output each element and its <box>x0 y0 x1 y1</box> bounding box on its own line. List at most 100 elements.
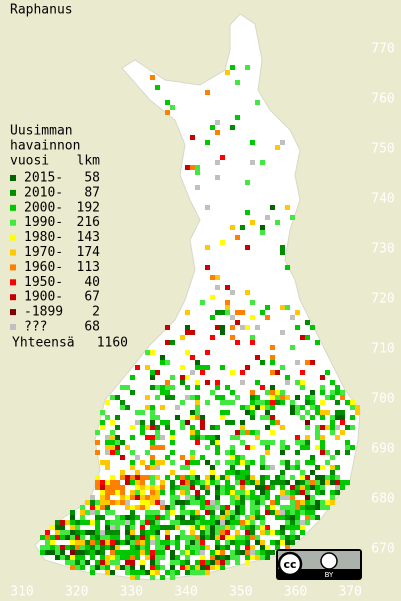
observation-square <box>260 310 265 315</box>
observation-square <box>230 390 235 395</box>
observation-square <box>250 555 255 560</box>
observation-square <box>215 175 220 180</box>
observation-square <box>315 485 320 490</box>
observation-square <box>70 540 75 545</box>
observation-square <box>285 520 290 525</box>
observation-square <box>235 555 240 560</box>
observation-square <box>160 525 165 530</box>
legend-total-label: Yhteensä <box>12 336 75 351</box>
observation-square <box>305 395 310 400</box>
observation-square <box>125 530 130 535</box>
observation-square <box>280 250 285 255</box>
observation-square <box>245 550 250 555</box>
observation-square <box>190 530 195 535</box>
observation-square <box>125 500 130 505</box>
observation-square <box>235 395 240 400</box>
observation-square <box>190 425 195 430</box>
observation-square <box>270 390 275 395</box>
observation-square <box>220 560 225 565</box>
observation-square <box>165 420 170 425</box>
observation-square <box>235 235 240 240</box>
observation-square <box>105 560 110 565</box>
observation-square <box>220 240 225 245</box>
legend-count: 87 <box>84 185 100 200</box>
observation-square <box>125 560 130 565</box>
observation-square <box>190 450 195 455</box>
observation-square <box>240 525 245 530</box>
observation-square <box>140 570 145 575</box>
observation-square <box>270 205 275 210</box>
observation-square <box>180 535 185 540</box>
observation-square <box>215 540 220 545</box>
observation-square <box>215 380 220 385</box>
observation-square <box>155 495 160 500</box>
observation-square <box>130 530 135 535</box>
legend-heading: vuosi <box>10 154 49 169</box>
observation-square <box>105 445 110 450</box>
observation-square <box>150 520 155 525</box>
observation-square <box>140 425 145 430</box>
observation-square <box>255 325 260 330</box>
observation-square <box>235 520 240 525</box>
observation-square <box>120 490 125 495</box>
observation-square <box>255 515 260 520</box>
observation-square <box>60 535 65 540</box>
observation-square <box>215 450 220 455</box>
observation-square <box>180 480 185 485</box>
observation-square <box>210 510 215 515</box>
observation-square <box>325 395 330 400</box>
observation-square <box>220 330 225 335</box>
observation-square <box>310 455 315 460</box>
observation-square <box>165 530 170 535</box>
observation-square <box>295 485 300 490</box>
observation-square <box>105 525 110 530</box>
observation-square <box>280 490 285 495</box>
observation-square <box>170 575 175 580</box>
observation-square <box>120 495 125 500</box>
observation-square <box>275 145 280 150</box>
observation-square <box>80 510 85 515</box>
observation-square <box>250 525 255 530</box>
observation-square <box>165 385 170 390</box>
observation-square <box>200 505 205 510</box>
observation-square <box>150 565 155 570</box>
observation-square <box>220 555 225 560</box>
observation-square <box>210 435 215 440</box>
map-title: Raphanus <box>10 3 73 18</box>
observation-square <box>115 425 120 430</box>
observation-square <box>180 475 185 480</box>
observation-square <box>230 495 235 500</box>
observation-square <box>295 310 300 315</box>
observation-square <box>220 395 225 400</box>
observation-square <box>285 495 290 500</box>
observation-square <box>185 480 190 485</box>
observation-square <box>65 545 70 550</box>
observation-square <box>150 555 155 560</box>
observation-square <box>195 360 200 365</box>
observation-square <box>210 535 215 540</box>
observation-square <box>225 520 230 525</box>
observation-square <box>185 490 190 495</box>
observation-square <box>255 550 260 555</box>
observation-square <box>250 220 255 225</box>
observation-square <box>190 485 195 490</box>
observation-square <box>240 490 245 495</box>
license-badge: cc BY <box>276 549 362 580</box>
observation-square <box>70 565 75 570</box>
observation-square <box>350 425 355 430</box>
observation-square <box>345 450 350 455</box>
observation-square <box>220 510 225 515</box>
observation-square <box>60 525 65 530</box>
observation-square <box>335 385 340 390</box>
observation-square <box>205 460 210 465</box>
observation-square <box>225 480 230 485</box>
observation-square <box>115 565 120 570</box>
observation-square <box>190 395 195 400</box>
observation-square <box>240 485 245 490</box>
observation-square <box>205 500 210 505</box>
observation-square <box>125 550 130 555</box>
observation-square <box>60 550 65 555</box>
observation-square <box>170 570 175 575</box>
observation-square <box>260 400 265 405</box>
observation-square <box>55 555 60 560</box>
